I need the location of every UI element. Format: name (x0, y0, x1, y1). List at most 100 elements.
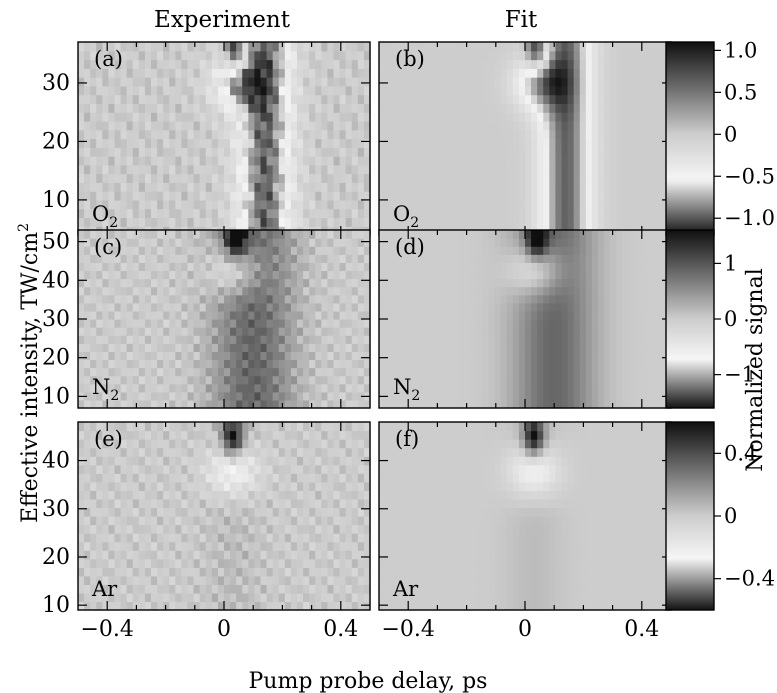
heatmap-cell (272, 238, 280, 247)
heatmap-cell (108, 541, 116, 551)
heatmap-cell (409, 343, 417, 352)
heatmap-cell (102, 383, 110, 393)
heatmap-cell (126, 199, 134, 210)
heatmap-cell (646, 335, 654, 344)
heatmap-cell (236, 103, 243, 113)
heatmap-cell (658, 164, 666, 175)
heatmap-cell (555, 42, 563, 52)
heatmap-cell (132, 85, 140, 96)
heatmap-cell (379, 270, 386, 280)
heatmap-cell (433, 103, 441, 113)
heatmap-cell (169, 230, 176, 239)
heatmap-cell (321, 120, 329, 131)
heatmap-cell (217, 367, 225, 377)
heatmap-cell (144, 147, 152, 157)
heatmap-cell (138, 68, 146, 78)
heatmap-cell (476, 112, 484, 122)
heatmap-cell (169, 558, 176, 568)
heatmap-cell (126, 129, 134, 140)
heatmap-cell (108, 447, 116, 457)
heatmap-cell (640, 217, 648, 227)
heatmap-cell (610, 391, 617, 401)
heatmap-cell (297, 327, 304, 336)
heatmap-cell (169, 327, 176, 336)
heatmap-cell (78, 490, 85, 500)
heatmap-cell (217, 302, 225, 312)
heatmap-cell (102, 359, 110, 369)
heatmap-cell (421, 294, 429, 304)
heatmap-cell (90, 383, 97, 393)
heatmap-cell (284, 375, 292, 385)
heatmap-cell (224, 319, 231, 328)
heatmap-cell (616, 138, 623, 148)
heatmap-cell (193, 77, 201, 87)
heatmap-cell (217, 173, 225, 183)
heatmap-cell (579, 147, 587, 157)
heatmap-cell (476, 238, 484, 247)
heatmap-cell (385, 173, 392, 183)
heatmap-cell (266, 270, 274, 280)
heatmap-cell (278, 319, 286, 328)
heatmap-cell (482, 103, 490, 113)
heatmap-cell (126, 85, 134, 96)
heatmap-cell (433, 246, 441, 255)
heatmap-cell (476, 68, 484, 78)
heatmap-cell (84, 481, 91, 491)
heatmap-cell (144, 294, 152, 304)
heatmap-cell (327, 270, 335, 280)
heatmap-cell (345, 199, 353, 210)
heatmap-cell (84, 327, 91, 336)
heatmap-cell (622, 59, 630, 69)
heatmap-cell (84, 294, 91, 304)
heatmap-cell (610, 120, 617, 131)
heatmap-cell (512, 238, 520, 247)
heatmap-cell (397, 246, 404, 255)
heatmap-cell (157, 430, 164, 440)
heatmap-cell (561, 399, 569, 409)
heatmap-cell (120, 77, 128, 87)
heatmap-cell (333, 156, 341, 166)
heatmap-cell (284, 359, 292, 369)
heatmap-cell (452, 138, 459, 148)
heatmap-cell (415, 103, 423, 113)
heatmap-cell (157, 343, 164, 352)
heatmap-cell (333, 199, 341, 210)
heatmap-cell (543, 310, 550, 320)
heatmap-cell (622, 147, 630, 157)
heatmap-cell (114, 164, 122, 175)
heatmap-cell (224, 533, 231, 543)
heatmap-cell (506, 173, 514, 183)
heatmap-cell (102, 592, 110, 603)
heatmap-cell (458, 319, 465, 328)
heatmap-cell (272, 59, 280, 69)
heatmap-cell (78, 42, 85, 52)
heatmap-cell (211, 262, 219, 272)
heatmap-cell (138, 516, 146, 526)
heatmap-cell (199, 439, 207, 449)
heatmap-cell (506, 302, 514, 312)
heatmap-cell (163, 164, 170, 175)
heatmap-cell (138, 50, 146, 61)
heatmap-cell (537, 138, 544, 148)
heatmap-cell (646, 246, 654, 255)
heatmap-cell (108, 262, 116, 272)
heatmap-cell (488, 112, 496, 122)
heatmap-cell (549, 399, 557, 409)
heatmap-cell (315, 246, 322, 255)
heatmap-cell (187, 217, 195, 227)
heatmap-cell (187, 147, 195, 157)
heatmap-cell (90, 399, 97, 409)
heatmap-cell (470, 147, 477, 157)
heatmap-cell (315, 217, 322, 227)
heatmap-cell (266, 294, 274, 304)
heatmap-cell (175, 262, 183, 272)
heatmap-cell (573, 147, 581, 157)
heatmap-cell (132, 327, 140, 336)
heatmap-cell (108, 516, 116, 526)
heatmap-cell (102, 541, 110, 551)
heatmap-cell (205, 601, 213, 611)
heatmap-cell (591, 391, 599, 401)
heatmap-cell (518, 254, 526, 263)
heatmap-cell (272, 182, 280, 192)
heatmap-cell (482, 120, 490, 131)
